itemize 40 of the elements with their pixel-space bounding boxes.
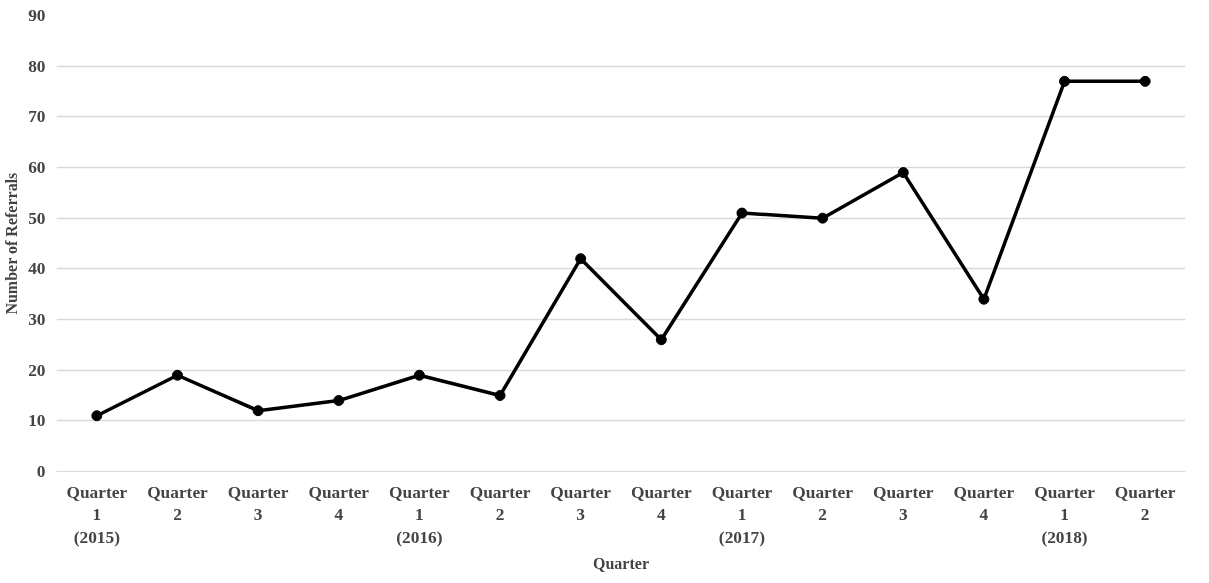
- point: [252, 405, 264, 417]
- y-tick-label: 0: [36, 462, 46, 481]
- x-tick-label: Quarter 3: [872, 482, 934, 525]
- point: [978, 293, 990, 305]
- point: [91, 410, 103, 422]
- y-tick-label: 70: [28, 107, 46, 127]
- point: [413, 369, 425, 381]
- x-tick-label: Quarter 2: [1114, 482, 1176, 525]
- x-tick-label: Quarter 3: [550, 482, 612, 525]
- x-tick-label: Quarter 3: [227, 482, 289, 525]
- point: [171, 369, 183, 381]
- y-tick-label: 50: [28, 208, 46, 228]
- x-tick-label: Quarter 4: [308, 482, 370, 525]
- point: [333, 395, 345, 407]
- point: [736, 207, 748, 219]
- point: [655, 334, 667, 346]
- y-tick-label: 90: [28, 6, 46, 25]
- x-tick-label: Quarter 1 (2016): [389, 482, 451, 548]
- point: [1139, 75, 1151, 87]
- point: [897, 167, 909, 179]
- x-axis-title: Quarter: [593, 555, 649, 573]
- y-axis-title: Number of Referrals: [3, 172, 21, 315]
- point: [817, 212, 829, 224]
- x-tick-label: Quarter 1 (2017): [711, 482, 773, 548]
- y-tick-label: 10: [28, 411, 46, 431]
- x-tick-label: Quarter 2: [792, 482, 854, 525]
- point: [494, 390, 506, 401]
- y-tick-label: 80: [28, 56, 46, 76]
- y-tick-label: 40: [28, 259, 46, 279]
- x-tick-label: Quarter 4: [953, 482, 1015, 525]
- x-tick-label: Quarter 1 (2018): [1034, 482, 1096, 548]
- y-tick-label: 60: [28, 158, 46, 177]
- point: [575, 253, 587, 265]
- x-tick-label: Quarter 2: [147, 482, 209, 525]
- y-tick-label: 30: [28, 310, 46, 329]
- point: [1059, 75, 1071, 87]
- y-tick-label: 20: [28, 360, 46, 380]
- x-tick-label: Quarter 4: [631, 482, 692, 525]
- x-tick-label: Quarter 1 (2015): [66, 482, 128, 548]
- x-tick-label: Quarter 2: [469, 482, 531, 525]
